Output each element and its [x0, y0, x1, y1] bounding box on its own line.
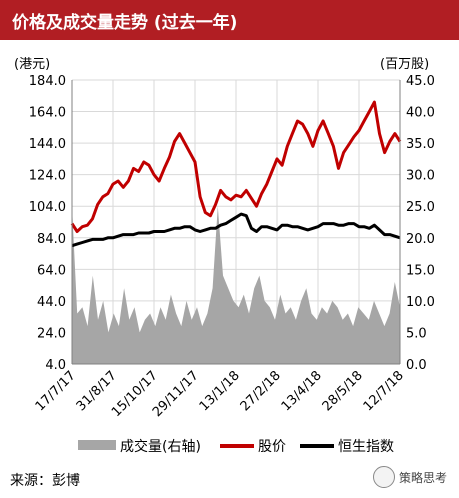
x-tick-label: 13/4/18 [279, 368, 325, 414]
source-note: 来源：彭博 [10, 473, 80, 489]
hsi-line [71, 212, 401, 248]
left-tick-label: 84.0 [37, 232, 66, 247]
left-tick-label: 104.0 [29, 200, 66, 215]
chart-title: 价格及成交量走势 (过去一年) [12, 13, 238, 33]
legend-label: 恒生指数 [338, 439, 394, 455]
right-tick-label: 20.0 [406, 232, 435, 247]
right-tick-label: 40.0 [406, 106, 435, 121]
left-tick-label: 4.0 [45, 358, 66, 373]
x-tick-label: 13/1/18 [197, 368, 243, 414]
right-tick-label: 0.0 [406, 358, 427, 373]
watermark: 策略思考 [372, 466, 447, 488]
left-tick-label: 144.0 [29, 137, 66, 152]
share-price-line [70, 100, 402, 233]
right-tick-label: 10.0 [406, 295, 435, 310]
price-volume-chart: 184.0 45.0 164.0 40.0 144.0 35.0 124.0 30.0 104.… [14, 57, 435, 455]
right-tick-label: 5.0 [406, 326, 427, 341]
right-tick-label: 45.0 [406, 74, 435, 89]
wechat-logo-icon [372, 466, 395, 488]
right-axis-label: (百万股) [380, 57, 429, 72]
title-bar: 价格及成交量走势 (过去一年) [0, 0, 459, 40]
x-tick-label: 12/7/18 [361, 368, 407, 414]
watermark-text: 策略思考 [398, 470, 447, 485]
left-tick-label: 184.0 [29, 74, 66, 89]
legend-swatch-volume [78, 440, 116, 450]
x-tick-label: 28/5/18 [320, 368, 366, 414]
right-tick-label: 25.0 [406, 200, 435, 215]
volume-area [72, 206, 400, 364]
legend-label: 股价 [258, 439, 286, 455]
left-tick-label: 44.0 [37, 295, 66, 310]
right-tick-label: 15.0 [406, 263, 435, 278]
left-axis-label: (港元) [14, 57, 50, 72]
x-tick-label: 27/2/18 [238, 368, 284, 414]
left-tick-label: 124.0 [29, 169, 66, 184]
left-tick-label: 164.0 [29, 106, 66, 121]
right-tick-label: 35.0 [406, 137, 435, 152]
left-tick-label: 24.0 [37, 326, 66, 341]
x-tick-label: 17/7/17 [33, 368, 79, 414]
right-tick-label: 30.0 [406, 169, 435, 184]
legend-label: 成交量(右轴) [120, 438, 201, 455]
left-tick-label: 64.0 [37, 263, 66, 278]
